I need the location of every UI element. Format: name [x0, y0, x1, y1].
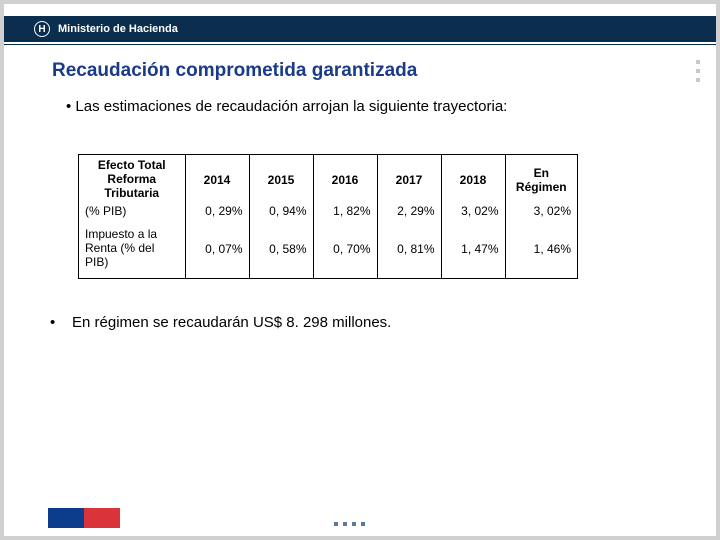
header-bar: H Ministerio de Hacienda — [4, 16, 716, 42]
col-header: 2015 — [249, 155, 313, 202]
cell: 0, 07% — [185, 220, 249, 277]
bullet-conclusion-text: En régimen se recaudarán US$ 8. 298 mill… — [72, 314, 391, 331]
cell: 0, 70% — [313, 220, 377, 277]
table-row: Impuesto a la Renta (% del PIB) 0, 07% 0… — [79, 220, 577, 277]
col-header: 2014 — [185, 155, 249, 202]
cell: 0, 58% — [249, 220, 313, 277]
cell: 1, 46% — [505, 220, 577, 277]
col-header: 2018 — [441, 155, 505, 202]
revenue-table: Efecto Total Reforma Tributaria 2014 201… — [78, 154, 578, 279]
cell: 1, 47% — [441, 220, 505, 277]
cell: 0, 29% — [185, 202, 249, 220]
cell: 3, 02% — [441, 202, 505, 220]
footer-dots-decoration — [334, 522, 365, 526]
slide: H Ministerio de Hacienda Recaudación com… — [4, 4, 716, 536]
slide-title: Recaudación comprometida garantizada — [52, 60, 417, 82]
bullet-conclusion: •En régimen se recaudarán US$ 8. 298 mil… — [50, 314, 391, 331]
row-label: (% PIB) — [79, 202, 185, 220]
cell: 1, 82% — [313, 202, 377, 220]
bullet-intro: Las estimaciones de recaudación arrojan … — [66, 98, 507, 115]
ministry-name: Ministerio de Hacienda — [58, 23, 178, 35]
col-header: En Régimen — [505, 155, 577, 202]
table-corner-label: Efecto Total Reforma Tributaria — [79, 155, 185, 202]
footer-flag-blue — [48, 508, 84, 528]
header-underline — [4, 44, 716, 45]
side-dots-decoration — [696, 60, 700, 82]
table-row: (% PIB) 0, 29% 0, 94% 1, 82% 2, 29% 3, 0… — [79, 202, 577, 220]
ministry-logo-icon: H — [34, 21, 50, 37]
cell: 2, 29% — [377, 202, 441, 220]
cell: 3, 02% — [505, 202, 577, 220]
logo-letter: H — [38, 24, 45, 35]
footer-flag-red — [84, 508, 120, 528]
cell: 0, 94% — [249, 202, 313, 220]
col-header: 2017 — [377, 155, 441, 202]
col-header: 2016 — [313, 155, 377, 202]
row-label: Impuesto a la Renta (% del PIB) — [79, 220, 185, 277]
cell: 0, 81% — [377, 220, 441, 277]
table-header-row: Efecto Total Reforma Tributaria 2014 201… — [79, 155, 577, 202]
